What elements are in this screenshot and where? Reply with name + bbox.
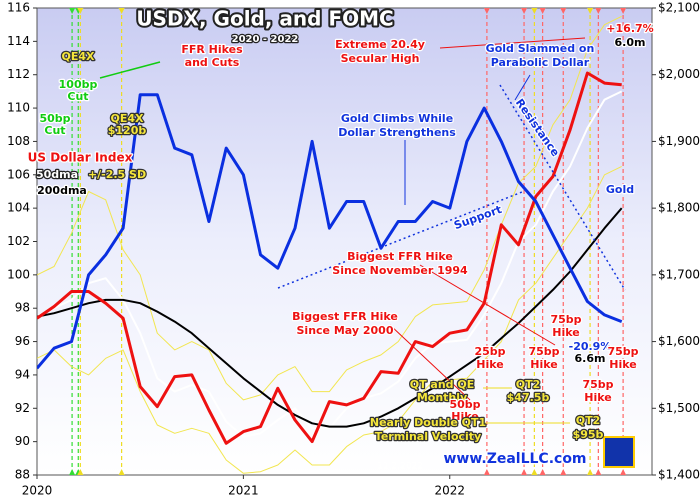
resistance-line [499, 84, 626, 291]
annotation: QE4X [111, 112, 145, 125]
annotation: Hike [584, 391, 611, 404]
annotation: Parabolic Dollar [491, 56, 590, 69]
annotation: $120b [108, 124, 147, 137]
chart-subtitle: 2020 - 2022 [232, 34, 299, 45]
y-tick-label: 100 [7, 267, 30, 281]
legend-label: +/-2.5 SD [88, 168, 146, 181]
arrow [99, 61, 161, 79]
annotation: Gold Slammed on [486, 42, 595, 55]
y-tick-label: 90 [15, 434, 30, 448]
annotations: QE4X 100bp Cut 50bp Cut QE4X $120b FFR H… [26, 21, 655, 472]
logo [603, 436, 635, 468]
annotation: 75bp [550, 313, 581, 326]
annotation: Hike [530, 358, 557, 371]
legend-label: US Dollar Index [28, 151, 133, 165]
annotation: Cut [67, 90, 88, 103]
y2-tick-label: $2,100 [658, 1, 700, 15]
y2-tick-label: $1,600 [658, 334, 700, 348]
series-line [37, 165, 622, 474]
arrow [514, 74, 531, 101]
annotation: Gold Climbs While [341, 112, 453, 125]
annotation: 100bp [59, 78, 98, 91]
annotation: FFR Hikes [181, 43, 243, 56]
annotation: Monthly [417, 391, 467, 404]
annotation: +16.7% [606, 22, 653, 35]
series-line [37, 93, 623, 370]
x-tick-label: 2021 [228, 484, 259, 498]
y-tick-label: 98 [15, 301, 30, 315]
annotation: Since November 1994 [332, 264, 468, 277]
annotation: -20.9% [569, 340, 612, 353]
annotation: QE4X [62, 50, 96, 63]
series-line [37, 90, 623, 438]
legend-label: 200dma [37, 184, 87, 197]
annotation: Extreme 20.4y [335, 38, 425, 51]
arrow [389, 324, 471, 401]
annotation: Since May 2000 [297, 324, 394, 337]
annotation: 50bp [449, 398, 480, 411]
annotation: Hike [609, 358, 636, 371]
x-tick-label: 2022 [434, 484, 465, 498]
y-tick-label: 92 [15, 401, 30, 415]
annotation: 75bp [528, 345, 559, 358]
annotation: Dollar Strengthens [338, 126, 456, 139]
series-lines [37, 15, 623, 474]
annotation: 6.6m [575, 352, 606, 365]
event-lines [69, 8, 627, 475]
chart-title: USDX, Gold, and FOMC [136, 7, 393, 31]
y2-tick-label: $1,900 [658, 134, 700, 148]
y-tick-label: 88 [15, 468, 30, 482]
y-tick-label: 106 [7, 167, 30, 181]
arrow [419, 264, 556, 346]
y-tick-label: 112 [7, 67, 30, 81]
annotation: 75bp [607, 345, 638, 358]
y2-tick-label: $1,800 [658, 201, 700, 215]
y-tick-label: 116 [7, 1, 30, 15]
annotation: $47.5b [507, 391, 550, 404]
annotation: QT2 [516, 378, 541, 391]
y2-tick-label: $1,700 [658, 267, 700, 281]
watermark: www.ZealLLC.com [443, 451, 586, 467]
x-tick-label: 2020 [22, 484, 53, 498]
y-tick-label: 102 [7, 234, 30, 248]
annotation: QT and QE [410, 378, 475, 391]
annotation: and Cuts [185, 56, 240, 69]
annotation: Hike [552, 326, 579, 339]
annotation: Secular High [341, 52, 420, 65]
plot-area [36, 7, 653, 476]
series-line [37, 15, 622, 401]
annotation: 25bp [474, 345, 505, 358]
y-tick-label: 96 [15, 334, 30, 348]
decorations [99, 37, 635, 468]
annotation: Biggest FFR Hike [347, 250, 453, 263]
annotation: Hike [476, 358, 503, 371]
y2-tick-label: $2,000 [658, 67, 700, 81]
annotation: Nearly Double QT1 [370, 416, 486, 429]
series-line [37, 207, 623, 428]
annotation: Cut [44, 124, 65, 137]
annotation: $95b [573, 428, 604, 441]
y-tick-label: 110 [7, 101, 30, 115]
annotation: Biggest FFR Hike [292, 310, 398, 323]
legend-label: 50dma [36, 168, 78, 181]
y-tick-label: 114 [7, 34, 30, 48]
date-stamp: 11.2.2022 [377, 462, 423, 472]
annotation: 75bp [582, 378, 613, 391]
annotation: 50bp [39, 112, 70, 125]
y-tick-label: 108 [7, 134, 30, 148]
annotation: 6.0m [615, 36, 646, 49]
arrow [439, 37, 586, 49]
annotation: Hike [451, 410, 478, 423]
y-tick-label: 94 [15, 367, 30, 381]
y2-tick-label: $1,400 [658, 468, 700, 482]
legend-label: Gold [606, 183, 634, 196]
series-line [37, 71, 622, 445]
y-tick-label: 104 [7, 201, 30, 215]
annotation: QT2 [576, 414, 601, 427]
support-line [277, 191, 523, 289]
annotation: Terminal Velocity [375, 430, 481, 443]
y2-tick-label: $1,500 [658, 401, 700, 415]
